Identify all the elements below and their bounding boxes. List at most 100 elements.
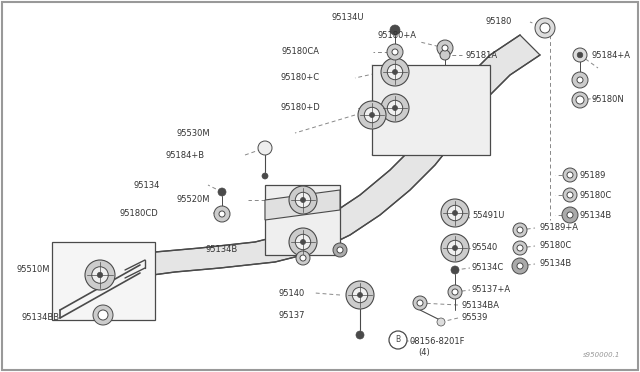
Text: (4): (4) [418, 347, 429, 356]
Circle shape [392, 49, 398, 55]
Circle shape [452, 289, 458, 295]
Circle shape [563, 168, 577, 182]
Circle shape [512, 258, 528, 274]
Text: 95180N: 95180N [592, 96, 625, 105]
Text: 95539: 95539 [462, 314, 488, 323]
Text: 95540: 95540 [472, 244, 499, 253]
Circle shape [442, 45, 448, 51]
Polygon shape [372, 65, 490, 155]
Circle shape [517, 263, 523, 269]
Circle shape [346, 281, 374, 309]
Circle shape [448, 285, 462, 299]
Circle shape [333, 243, 347, 257]
Circle shape [437, 318, 445, 326]
Text: 55491U: 55491U [472, 212, 504, 221]
Circle shape [437, 40, 453, 56]
Text: 95180+D: 95180+D [280, 103, 320, 112]
Circle shape [85, 260, 115, 290]
Circle shape [219, 211, 225, 217]
Text: B: B [396, 336, 401, 344]
Circle shape [577, 52, 583, 58]
Circle shape [301, 198, 305, 202]
Polygon shape [75, 35, 540, 288]
Circle shape [352, 287, 368, 303]
Text: 95134B: 95134B [580, 211, 612, 219]
Text: 95180: 95180 [485, 17, 511, 26]
Circle shape [540, 23, 550, 33]
Circle shape [369, 112, 374, 118]
Circle shape [289, 186, 317, 214]
Circle shape [563, 188, 577, 202]
Circle shape [567, 172, 573, 178]
Text: 95189: 95189 [580, 170, 606, 180]
Circle shape [364, 107, 380, 123]
Text: 95181A: 95181A [465, 51, 497, 60]
Circle shape [97, 272, 102, 278]
Text: 95180+A: 95180+A [378, 32, 417, 41]
Text: 95180+C: 95180+C [281, 74, 320, 83]
Text: s950000.1: s950000.1 [582, 352, 620, 358]
Circle shape [387, 100, 403, 116]
Polygon shape [265, 190, 340, 220]
Circle shape [567, 212, 573, 218]
Text: 95134U: 95134U [332, 13, 365, 22]
Circle shape [452, 211, 458, 215]
Text: 95134: 95134 [134, 180, 160, 189]
Circle shape [572, 92, 588, 108]
Circle shape [387, 44, 403, 60]
Text: 95137+A: 95137+A [472, 285, 511, 295]
Text: 95134BB: 95134BB [22, 314, 60, 323]
Circle shape [381, 94, 409, 122]
Circle shape [577, 77, 583, 83]
Circle shape [337, 247, 343, 253]
Circle shape [358, 292, 362, 298]
Circle shape [513, 223, 527, 237]
Text: 95510M: 95510M [17, 266, 50, 275]
Circle shape [301, 240, 305, 244]
Circle shape [218, 188, 226, 196]
Text: 95520M: 95520M [177, 196, 210, 205]
Circle shape [258, 141, 272, 155]
Circle shape [576, 96, 584, 104]
Circle shape [300, 255, 306, 261]
Circle shape [289, 228, 317, 256]
Circle shape [452, 246, 458, 250]
Circle shape [296, 251, 310, 265]
Text: 08156-8201F: 08156-8201F [410, 337, 465, 346]
Text: 95137: 95137 [278, 311, 305, 320]
Text: 95180C: 95180C [540, 241, 572, 250]
Text: 95134B: 95134B [540, 260, 572, 269]
Text: 95189+A: 95189+A [540, 224, 579, 232]
Text: 95184+A: 95184+A [592, 51, 631, 61]
Circle shape [513, 241, 527, 255]
Circle shape [387, 64, 403, 80]
Circle shape [93, 305, 113, 325]
Circle shape [358, 101, 386, 129]
Text: 95180CD: 95180CD [119, 208, 158, 218]
Circle shape [389, 331, 407, 349]
Circle shape [392, 106, 397, 110]
Text: 95140: 95140 [279, 289, 305, 298]
Circle shape [441, 199, 469, 227]
Circle shape [356, 331, 364, 339]
Circle shape [573, 48, 587, 62]
Circle shape [517, 245, 523, 251]
Circle shape [262, 173, 268, 179]
Circle shape [567, 192, 573, 198]
Text: 95184+B: 95184+B [166, 151, 205, 160]
Circle shape [381, 58, 409, 86]
Circle shape [440, 50, 450, 60]
Circle shape [417, 300, 423, 306]
Circle shape [562, 207, 578, 223]
Circle shape [92, 267, 108, 283]
Circle shape [214, 206, 230, 222]
Circle shape [295, 234, 310, 250]
Circle shape [98, 310, 108, 320]
Circle shape [295, 192, 310, 208]
Circle shape [390, 25, 400, 35]
Circle shape [413, 296, 427, 310]
Circle shape [447, 240, 463, 256]
Text: 95180C: 95180C [580, 190, 612, 199]
Text: 95530M: 95530M [177, 128, 210, 138]
Circle shape [535, 18, 555, 38]
